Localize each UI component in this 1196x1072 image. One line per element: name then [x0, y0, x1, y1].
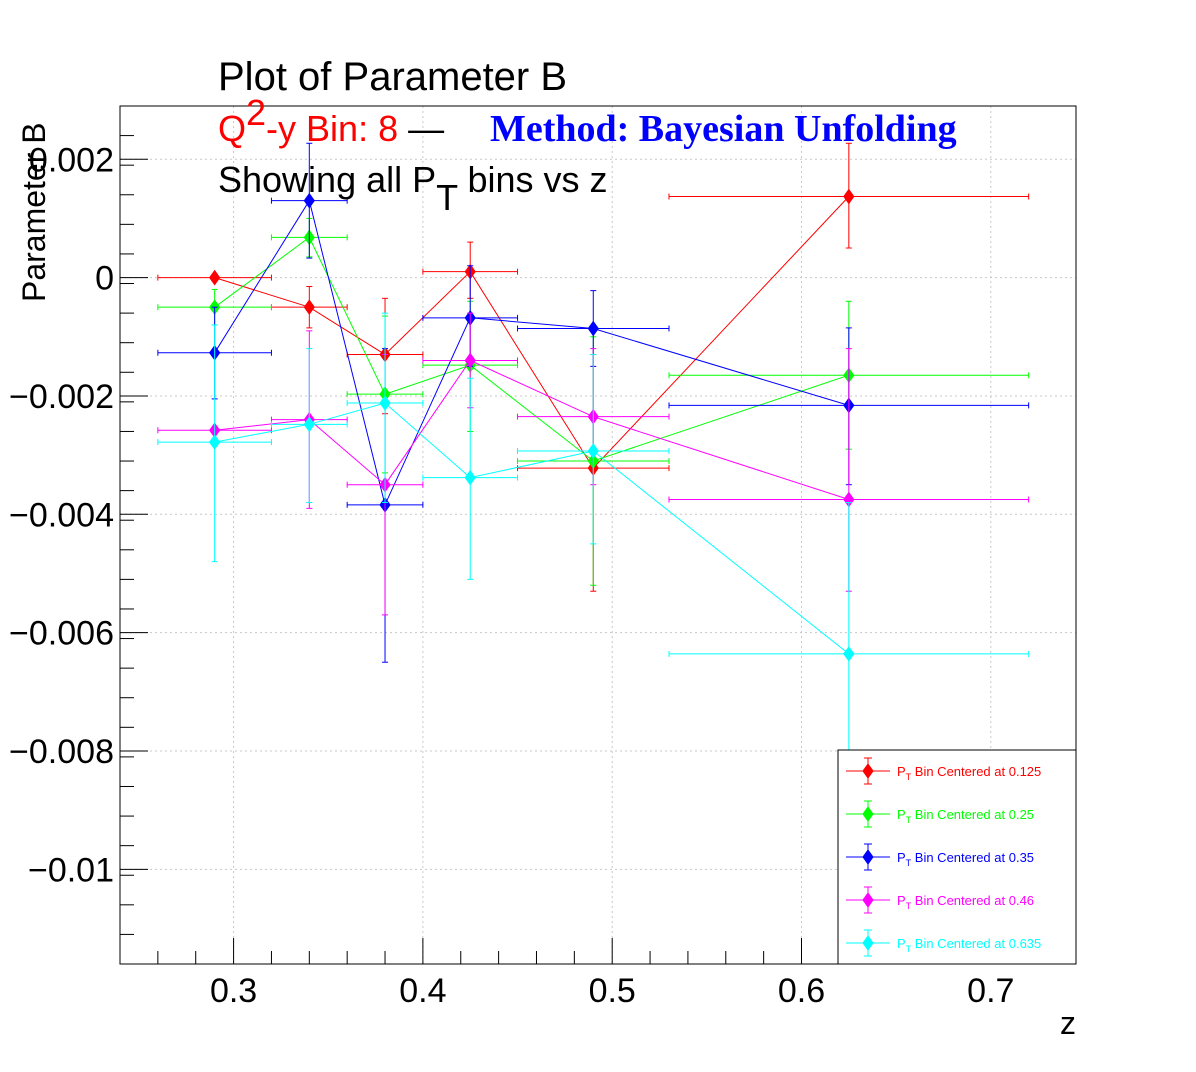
axis-ticks: 0.3 0.4 0.5 0.6 0.7 0.002 0 −0.002 −0.004 −0.006 −… — [9, 105, 1068, 1010]
x-tick-label: 0.7 — [967, 972, 1014, 1010]
legend-marker — [862, 806, 874, 822]
y-tick-label: 0 — [95, 260, 114, 298]
data-point-marker — [303, 299, 315, 316]
legend-label-prefix: P — [897, 936, 906, 951]
series-line — [214, 402, 850, 655]
legend-label-prefix: P — [897, 893, 906, 908]
data-point-marker — [303, 416, 315, 433]
legend-label-prefix: P — [897, 850, 906, 865]
data-point-marker — [587, 443, 599, 459]
legend-label-sub: T — [906, 901, 912, 911]
legend-label-sub: T — [906, 815, 912, 825]
data-point-marker — [303, 192, 315, 209]
x-axis-title: z — [1060, 1005, 1076, 1041]
legend-label-prefix: P — [897, 764, 906, 779]
plot-frame — [119, 105, 1077, 965]
series-line — [214, 196, 850, 469]
data-point-marker — [843, 188, 855, 205]
data-point-marker — [464, 352, 476, 369]
y-axis-title: Parameter B — [16, 122, 52, 302]
chart-subtitle-line2: Q2-y Bin: 8 — — [218, 92, 444, 149]
legend-marker — [862, 849, 874, 865]
legend-label-sub: T — [906, 858, 912, 868]
series-line — [214, 199, 849, 507]
legend-entry: PT Bin Centered at 0.125 — [846, 757, 1041, 785]
x-tick-label: 0.5 — [589, 972, 636, 1010]
data-point-marker — [587, 320, 599, 337]
y-tick-label: −0.002 — [9, 378, 114, 416]
legend-label-name: Bin Centered at 0.35 — [911, 850, 1034, 865]
legend-label: PT Bin Centered at 0.635 — [897, 936, 1041, 954]
data-point-marker — [209, 269, 221, 286]
legend-label-sub: T — [906, 772, 912, 782]
y-tick-label: −0.004 — [9, 496, 114, 534]
legend-label-name: Bin Centered at 0.635 — [911, 936, 1041, 951]
series-group — [157, 312, 1030, 805]
x-tick-label: 0.3 — [210, 972, 257, 1010]
data-point-marker — [379, 395, 391, 411]
data-point-marker — [843, 646, 855, 662]
data-point-marker — [209, 434, 221, 450]
x-tick-label: 0.6 — [778, 972, 825, 1010]
legend-label-name: Bin Centered at 0.25 — [911, 807, 1034, 822]
legend-marker — [862, 763, 874, 779]
legend-entry: PT Bin Centered at 0.46 — [846, 886, 1034, 914]
y-tick-label: −0.006 — [9, 615, 114, 653]
series-line — [214, 236, 849, 462]
legend-label-prefix: P — [897, 807, 906, 822]
y-tick-label: 0.002 — [29, 141, 114, 179]
y-tick-label: −0.008 — [9, 733, 114, 771]
legend-marker — [862, 892, 874, 908]
legend-label: PT Bin Centered at 0.25 — [897, 807, 1034, 825]
legend-entry: PT Bin Centered at 0.25 — [846, 800, 1034, 828]
chart-title: Plot of Parameter B — [218, 55, 567, 99]
method-label: Method: Bayesian Unfolding — [490, 108, 957, 150]
data-point-marker — [464, 469, 476, 486]
chart-subtitle-line3: Showing all PT bins vs z — [218, 159, 608, 218]
legend-label: PT Bin Centered at 0.35 — [897, 850, 1034, 868]
legend-entry: PT Bin Centered at 0.635 — [846, 929, 1041, 957]
legend-label-name: Bin Centered at 0.46 — [911, 893, 1034, 908]
legend-label: PT Bin Centered at 0.125 — [897, 764, 1041, 782]
legend-label: PT Bin Centered at 0.46 — [897, 893, 1034, 911]
y-tick-label: −0.01 — [28, 851, 114, 889]
legend-entry: PT Bin Centered at 0.35 — [846, 843, 1034, 871]
legend-label-sub: T — [906, 944, 912, 954]
series-line — [214, 359, 849, 500]
legend-marker — [862, 935, 874, 951]
x-tick-label: 0.4 — [399, 972, 446, 1010]
data-series — [157, 142, 1030, 805]
legend-label-name: Bin Centered at 0.125 — [911, 764, 1041, 779]
